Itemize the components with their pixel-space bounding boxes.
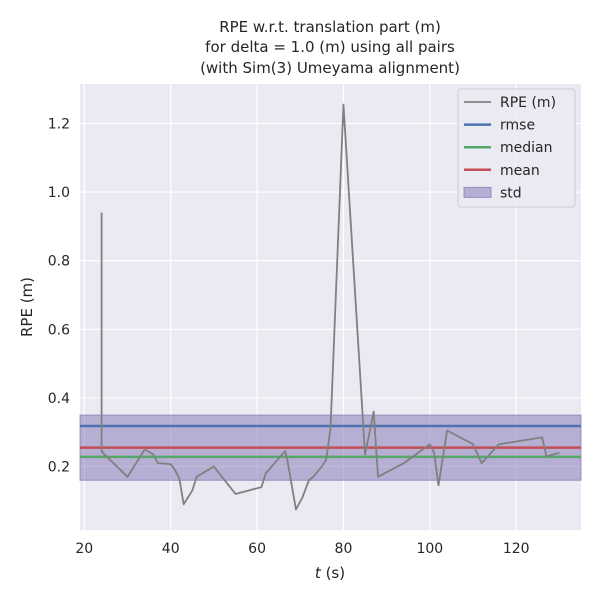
y-tick-labels: 0.2 0.4 0.6 0.8 1.0 1.2 [48,116,70,475]
series-line-rpe [100,103,560,511]
x-tick-label-3: 80 [335,541,353,557]
x-axis-label-unit: (s) [321,564,345,582]
legend-label-mean: mean [500,163,540,179]
chart-title-line-2: for delta = 1.0 (m) using all pairs [205,38,455,56]
chart-title-line-1: RPE w.r.t. translation part (m) [219,18,441,36]
x-tick-labels: 20 40 60 80 100 120 [75,541,529,557]
y-tick-label-4: 1.0 [48,185,70,201]
legend-label-rmse: rmse [500,118,535,134]
x-tick-label-0: 20 [75,541,93,557]
x-tick-label-5: 120 [503,541,530,557]
y-tick-label-0: 0.2 [48,460,70,476]
x-tick-label-2: 60 [248,541,266,557]
series-group [100,103,560,511]
x-tick-label-1: 40 [162,541,180,557]
legend-swatch-std [463,186,492,198]
legend-label-rpe-m: RPE (m) [500,95,556,111]
legend-label-std: std [500,185,522,201]
y-tick-label-1: 0.4 [48,391,70,407]
y-tick-label-2: 0.6 [48,322,70,338]
x-axis-label-var: t [315,564,322,582]
x-tick-label-4: 100 [416,541,443,557]
chart-title-line-3: (with Sim(3) Umeyama alignment) [200,59,460,77]
legend-label-median: median [500,140,552,156]
y-tick-label-3: 0.8 [48,254,70,270]
legend: RPE (m) rmse median mean std [457,88,576,208]
chart-title: RPE w.r.t. translation part (m) for delt… [200,18,460,77]
legend-box [457,88,576,208]
y-axis-label: RPE (m) [18,277,36,337]
y-tick-label-5: 1.2 [48,116,70,132]
x-axis-label: t (s) [315,564,345,582]
